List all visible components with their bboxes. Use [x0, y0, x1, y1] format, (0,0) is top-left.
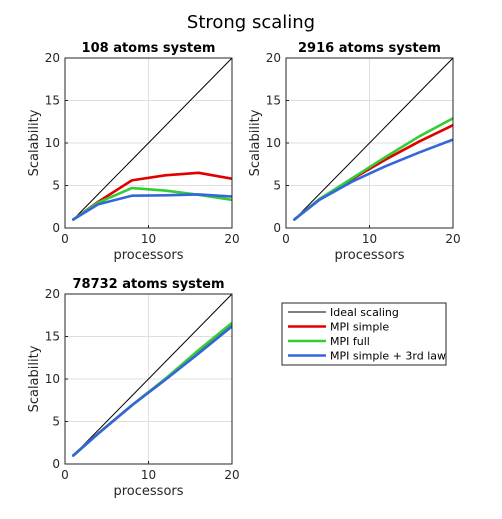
series-line-mpi-simple-3rd-law	[72, 324, 232, 457]
y-tick-label: 10	[266, 136, 281, 150]
chart-title: 78732 atoms system	[72, 277, 224, 292]
y-tick-label: 15	[45, 330, 60, 344]
legend-label-1: Ideal scaling	[330, 306, 399, 319]
y-tick-label: 15	[266, 94, 281, 108]
y-tick-label: 20	[266, 51, 281, 65]
series-group	[72, 294, 232, 457]
y-tick-label: 20	[45, 287, 60, 301]
legend-label-3: MPI full	[330, 335, 370, 348]
x-tick-label: 0	[61, 468, 69, 482]
legend-label-4: MPI simple + 3rd law	[330, 350, 446, 363]
series-line-ideal-scaling	[72, 58, 232, 220]
x-tick-label: 10	[141, 232, 156, 246]
y-tick-label: 10	[45, 372, 60, 386]
x-tick-label: 20	[224, 468, 239, 482]
y-tick-label: 5	[52, 179, 60, 193]
chart-panel-1: 0 10 20 0 5 10 15 20 108 atoms system processors S…	[27, 41, 240, 263]
x-axis-label: processors	[334, 248, 404, 263]
chart-panel-3: 0 10 20 0 5 10 15 20 78732 atoms system processor…	[27, 277, 240, 499]
x-axis-label: processors	[113, 484, 183, 499]
x-axis-label: processors	[113, 248, 183, 263]
y-tick-label: 15	[45, 94, 60, 108]
chart-panel-2: 0 10 20 0 5 10 15 20 2916 atoms system processors…	[248, 41, 461, 263]
series-line-ideal-scaling	[72, 294, 232, 456]
y-tick-label: 0	[52, 221, 60, 235]
x-tick-label: 10	[362, 232, 377, 246]
series-line-mpi-simple-3rd-law	[72, 193, 232, 221]
chart-title: 108 atoms system	[82, 41, 216, 56]
y-tick-label: 10	[45, 136, 60, 150]
series-line-ideal-scaling	[293, 58, 453, 220]
y-tick-label: 0	[52, 457, 60, 471]
y-tick-label: 20	[45, 51, 60, 65]
x-tick-label: 20	[445, 232, 460, 246]
y-axis-label: Scalability	[248, 109, 263, 176]
x-tick-label: 20	[224, 232, 239, 246]
figure-title: Strong scaling	[187, 12, 315, 33]
x-tick-label: 0	[61, 232, 69, 246]
chart-title: 2916 atoms system	[298, 41, 441, 56]
chart-panels: 0 10 20 0 5 10 15 20 108 atoms system processors S…	[27, 41, 461, 499]
x-tick-label: 10	[141, 468, 156, 482]
x-tick-label: 0	[282, 232, 290, 246]
series-line-mpi-simple-3rd-law	[293, 138, 453, 221]
y-tick-label: 5	[273, 179, 281, 193]
y-axis-label: Scalability	[27, 345, 42, 412]
series-group	[72, 58, 232, 221]
y-axis-label: Scalability	[27, 109, 42, 176]
y-tick-label: 0	[273, 221, 281, 235]
legend-label-2: MPI simple	[330, 321, 389, 334]
series-group	[293, 58, 453, 221]
y-tick-label: 5	[52, 415, 60, 429]
